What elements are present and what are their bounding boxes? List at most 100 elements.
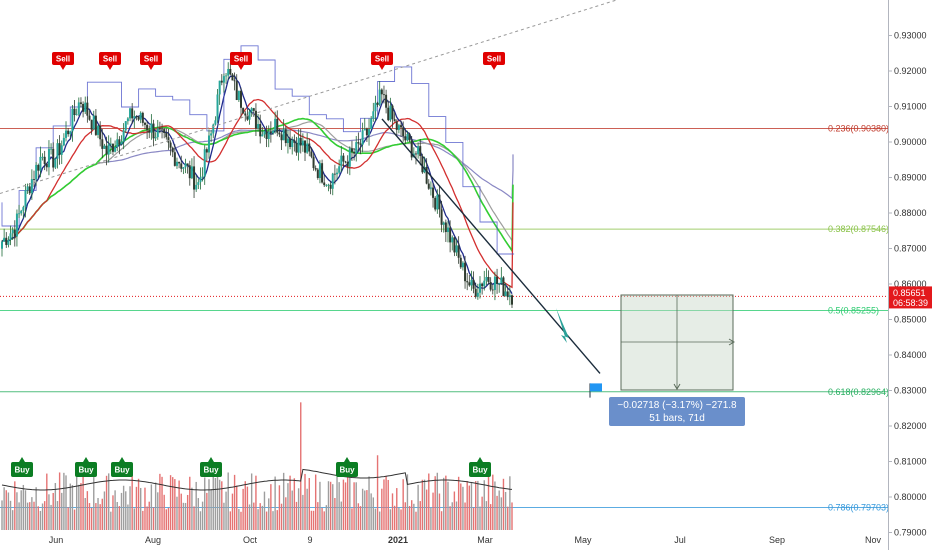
candle-body	[374, 102, 377, 112]
volume-bar	[368, 476, 370, 530]
candle-body	[26, 186, 29, 191]
candle-body	[474, 288, 477, 297]
candle-body	[295, 142, 298, 153]
volume-bar	[176, 496, 178, 530]
candle-body	[205, 149, 208, 153]
measure-line2: 51 bars, 71d	[649, 413, 705, 424]
candle-body	[220, 80, 223, 83]
candle-body	[331, 173, 334, 189]
candle-body	[9, 233, 12, 240]
candle-body	[432, 187, 435, 198]
volume-bar	[502, 478, 505, 530]
volume-bar	[210, 489, 212, 530]
measure-arrow-h	[728, 338, 735, 346]
candle-body	[69, 131, 72, 135]
volume-bar	[462, 486, 464, 530]
candle-body	[304, 140, 307, 153]
volume-bar	[417, 484, 419, 530]
candle-body	[493, 276, 496, 291]
volume-bar	[312, 510, 315, 530]
volume-bar	[504, 491, 507, 530]
candle-body	[37, 164, 40, 171]
candle-body	[361, 130, 364, 145]
y-tick-label: 0.81000	[894, 457, 927, 467]
candle-body	[129, 108, 132, 119]
volume-bar	[425, 489, 428, 530]
volume-bar	[411, 500, 413, 530]
volume-bar	[242, 488, 244, 530]
volume-bar	[321, 507, 323, 530]
volume-bar	[334, 497, 336, 530]
candle-body	[397, 125, 400, 130]
candle-body	[427, 183, 430, 189]
volume-bar	[344, 482, 347, 530]
volume-bar	[483, 480, 485, 530]
volume-bar	[238, 509, 240, 530]
candle-body	[62, 137, 65, 146]
volume-bar	[69, 483, 71, 530]
volume-bar	[144, 487, 146, 530]
candle-body	[508, 295, 511, 298]
candle-body	[323, 182, 326, 186]
volume-bar	[105, 475, 108, 530]
x-tick-label: May	[574, 535, 592, 545]
volume-bar	[353, 482, 355, 530]
candle-body	[410, 140, 413, 158]
volume-bar	[263, 491, 266, 530]
volume-bar	[361, 488, 364, 530]
candle-body	[152, 123, 155, 139]
candle-body	[41, 156, 44, 158]
candle-body	[372, 111, 375, 119]
volume-bar	[39, 510, 42, 530]
y-tick-label: 0.86000	[894, 279, 927, 289]
candle-body	[257, 124, 260, 129]
candle-body	[90, 119, 93, 130]
candle-body	[33, 179, 36, 180]
candle-body	[71, 108, 74, 132]
buy-signal-pointer	[477, 457, 483, 462]
volume-bar	[178, 480, 180, 530]
candle-body	[20, 210, 23, 214]
fib-lines: 0.236(0.90380) 0.382(0.87546) 0.5(0.85255)…	[0, 124, 889, 513]
signals: Sell Sell Sell Sell Sell Sell Buy Buy Buy Buy Buy B…	[11, 52, 505, 477]
volume-bar	[253, 502, 255, 530]
candle-body	[280, 134, 283, 141]
volume-bar	[293, 478, 296, 530]
candle-body	[77, 102, 80, 115]
volume-bar	[29, 502, 31, 530]
candle-body	[259, 124, 262, 137]
volume-bar	[157, 492, 159, 530]
volume-bar	[133, 508, 136, 530]
buy-signal-pointer	[119, 457, 125, 462]
buy-signal-label: Buy	[472, 466, 488, 475]
candle-body	[402, 127, 405, 137]
candle-body	[101, 139, 104, 149]
volume-bar	[56, 501, 59, 530]
volume-bar	[509, 476, 511, 530]
candle-body	[210, 133, 213, 136]
candle-body	[229, 68, 232, 75]
volume-bar	[280, 503, 283, 530]
sell-signal-box	[230, 52, 252, 65]
candle-body	[429, 187, 432, 189]
volume-bar	[48, 494, 50, 530]
candle-body	[434, 197, 437, 210]
candle-body	[3, 237, 6, 242]
volume-bar	[229, 511, 232, 530]
y-tick-label: 0.83000	[894, 386, 927, 396]
candle-body	[297, 137, 300, 153]
sell-signal-label: Sell	[144, 55, 158, 64]
candle-body	[355, 142, 358, 154]
y-tick-label: 0.90000	[894, 137, 927, 147]
candle-body	[30, 179, 33, 194]
candle-body	[344, 161, 347, 163]
volume-bar	[274, 476, 276, 530]
measure-tool[interactable]: −0.02718 (−3.17%) −271.8 51 bars, 71d	[609, 294, 745, 426]
candle-body	[227, 68, 230, 76]
buy-signal-label: Buy	[339, 466, 355, 475]
volume-bar	[71, 485, 74, 530]
candle-body	[338, 166, 341, 173]
volume-bar	[3, 487, 5, 530]
volume-bar	[212, 474, 214, 530]
